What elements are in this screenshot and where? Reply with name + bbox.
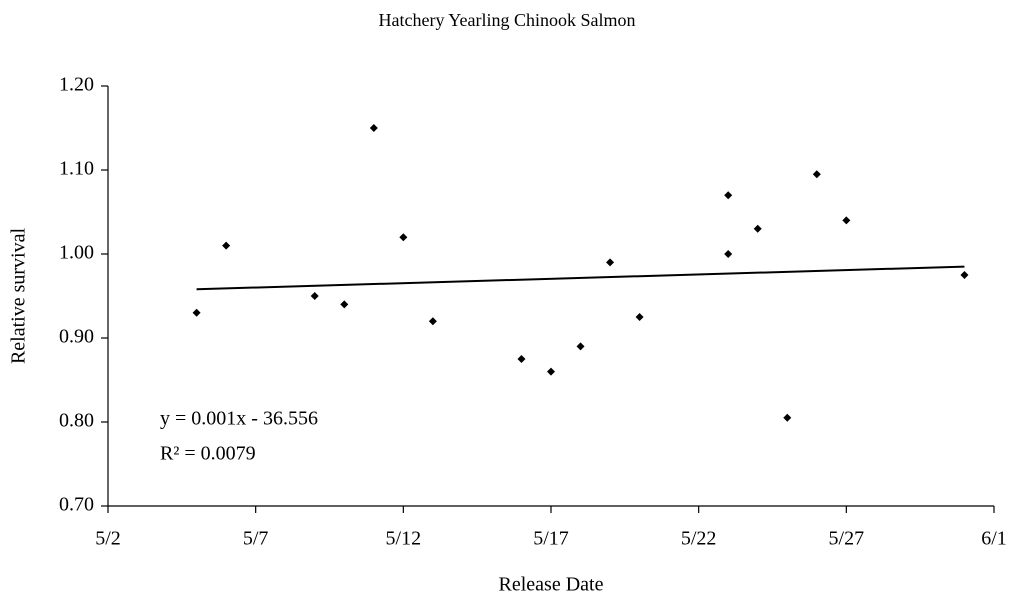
x-tick-label: 5/2 (95, 528, 121, 550)
point (192, 308, 201, 317)
equation: y = 0.001x - 36.556 (160, 408, 318, 430)
x-tick-label: 6/1 (981, 528, 1007, 550)
point (399, 233, 408, 242)
point (310, 292, 319, 300)
y-tick-label: 0.80 (59, 410, 94, 432)
point (724, 191, 733, 200)
point (960, 271, 969, 279)
y-tick-label: 1.20 (59, 74, 94, 96)
chart-title: Hatchery Yearling Chinook Salmon (379, 10, 636, 30)
point (842, 216, 851, 225)
point (783, 413, 792, 422)
point (428, 317, 437, 326)
trendline (196, 265, 965, 291)
point (547, 367, 555, 376)
point (635, 313, 644, 321)
point (812, 170, 821, 179)
point (576, 342, 585, 351)
r-squared: R² = 0.0079 (160, 443, 256, 465)
point (517, 355, 526, 363)
x-tick-label: 5/7 (243, 528, 269, 550)
point (222, 241, 231, 250)
x-tick-label: 5/22 (681, 528, 717, 550)
x-tick-label: 5/17 (533, 528, 569, 550)
y-tick-label: 0.90 (59, 326, 94, 348)
point (606, 258, 615, 267)
y-tick-label: 1.10 (59, 158, 94, 180)
x-axis-label: Release Date (499, 574, 604, 596)
y-tick-label: 1.00 (59, 242, 94, 264)
point (753, 224, 762, 233)
point (724, 250, 733, 258)
point (340, 300, 349, 309)
x-tick-label: 5/12 (386, 528, 422, 550)
y-axis-label: Relative survival (8, 228, 30, 365)
point (369, 124, 378, 132)
y-tick-label: 0.70 (59, 494, 94, 516)
x-tick-label: 5/27 (829, 528, 865, 550)
